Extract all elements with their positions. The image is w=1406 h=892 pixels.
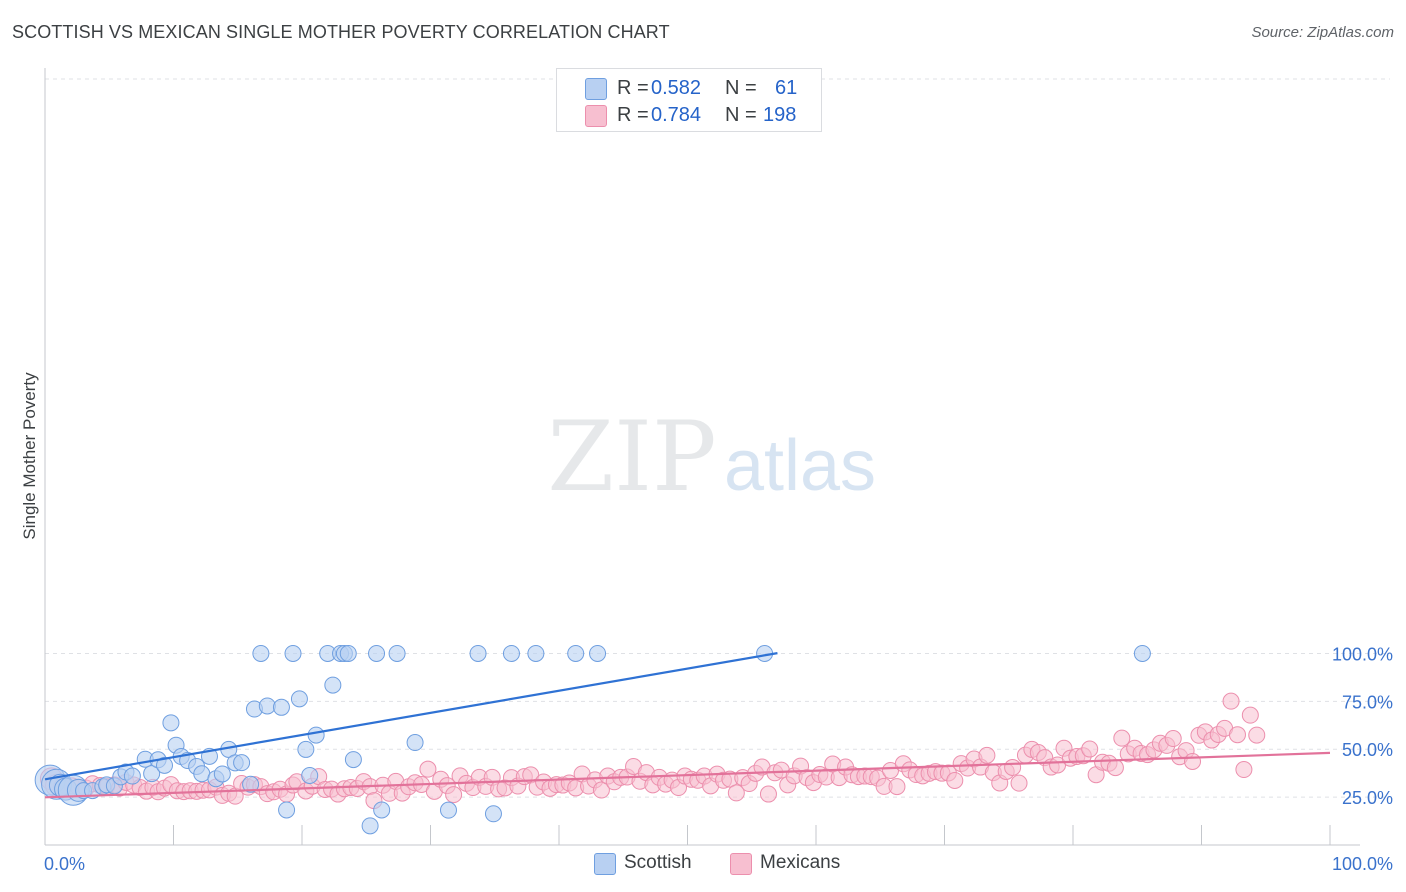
scottish-point	[344, 751, 362, 769]
mexicans-point	[1184, 753, 1202, 771]
y-tick-label: 100.0%	[1332, 644, 1393, 664]
scottish-point	[252, 644, 270, 662]
y-tick-label: 25.0%	[1342, 788, 1393, 808]
scottish-point	[258, 697, 276, 715]
mexicans-point	[1248, 726, 1266, 744]
scottish-point	[484, 805, 502, 823]
scottish-point	[242, 775, 260, 793]
scottish-point	[439, 801, 457, 819]
scottish-point	[368, 644, 386, 662]
mexicans-point	[445, 786, 463, 804]
legend-n-label: N =	[725, 104, 757, 126]
mexicans-point	[1164, 730, 1182, 748]
scottish-swatch	[594, 853, 616, 875]
y-tick-label: 75.0%	[1342, 692, 1393, 712]
mexicans-point	[888, 778, 906, 796]
mexicans-point	[1235, 761, 1253, 779]
axes	[44, 68, 1360, 846]
legend-n-value: 198	[763, 104, 797, 126]
mexicans-point	[1010, 774, 1028, 792]
scottish-point	[143, 765, 161, 783]
scottish-point	[272, 698, 290, 716]
tick-labels: 25.0% 50.0% 75.0% 100.0% 0.0% 100.0%	[44, 644, 1393, 874]
x-tick-label: 100.0%	[1332, 854, 1393, 874]
scottish-point	[290, 690, 308, 708]
source-label: Source: ZipAtlas.com	[1251, 24, 1394, 41]
scottish-point	[388, 644, 406, 662]
legend-r-value: 0.784	[651, 104, 702, 126]
mexicans-point	[1081, 740, 1099, 758]
scottish-point	[339, 644, 357, 662]
scottish-point	[278, 801, 296, 819]
mexicans-point	[592, 781, 610, 799]
mexicans-point	[759, 785, 777, 803]
scottish-point	[406, 734, 424, 752]
scottish-point	[233, 754, 251, 772]
mexicans-trend-line	[44, 751, 1331, 799]
mexicans-point	[978, 746, 996, 764]
mexicans-point	[946, 771, 964, 789]
watermark: ZIP atlas	[547, 401, 876, 513]
scottish-point	[527, 644, 545, 662]
mexicans-label: Mexicans	[760, 852, 841, 873]
y-axis-label: Single Mother Poverty	[20, 372, 39, 540]
mexicans-point	[1106, 759, 1124, 777]
correlation-legend: R = 0.582 N = 61 R = 0.784 N = 198	[556, 68, 822, 132]
scottish-point	[297, 740, 315, 758]
legend-n-label: N =	[725, 77, 757, 99]
legend-r-value: 0.582	[651, 77, 702, 99]
scottish-point	[373, 801, 391, 819]
scottish-point	[324, 676, 342, 694]
scottish-point	[123, 767, 141, 785]
scottish-trend-line	[44, 652, 778, 781]
grid-lines	[45, 78, 1390, 798]
scottish-point	[1133, 644, 1151, 662]
scottish-point	[213, 765, 231, 783]
mexicans-point	[727, 784, 745, 802]
legend-n-value: 61	[775, 77, 798, 99]
mexicans-point	[1113, 729, 1131, 747]
legend-r-label: R =	[617, 104, 649, 126]
scottish-point	[307, 726, 325, 744]
mexicans-point	[419, 760, 437, 778]
mexicans-swatch	[730, 853, 752, 875]
watermark-atlas: atlas	[724, 426, 876, 506]
scottish-point	[502, 644, 520, 662]
chart-title: SCOTTISH VS MEXICAN SINGLE MOTHER POVERT…	[12, 22, 670, 42]
y-tick-label: 50.0%	[1342, 740, 1393, 760]
scottish-point	[301, 766, 319, 784]
scottish-point	[193, 765, 211, 783]
x-tick-label: 0.0%	[44, 854, 85, 874]
mexicans-point	[1222, 692, 1240, 710]
mexicans-point	[1241, 706, 1259, 724]
mexicans-point	[1228, 726, 1246, 744]
scottish-point	[567, 644, 585, 662]
mexicans-swatch	[585, 105, 607, 127]
mexicans-point	[1004, 758, 1022, 776]
scottish-label: Scottish	[624, 852, 692, 873]
scottish-point	[162, 714, 180, 732]
legend-r-label: R =	[617, 77, 649, 99]
scottish-point	[284, 644, 302, 662]
scottish-point	[469, 644, 487, 662]
scottish-point	[156, 756, 174, 774]
scottish-points	[34, 644, 1151, 835]
scottish-swatch	[585, 78, 607, 100]
scottish-point	[589, 644, 607, 662]
trend-lines	[44, 652, 1331, 799]
watermark-zip: ZIP	[547, 401, 716, 513]
scottish-point	[361, 817, 379, 835]
